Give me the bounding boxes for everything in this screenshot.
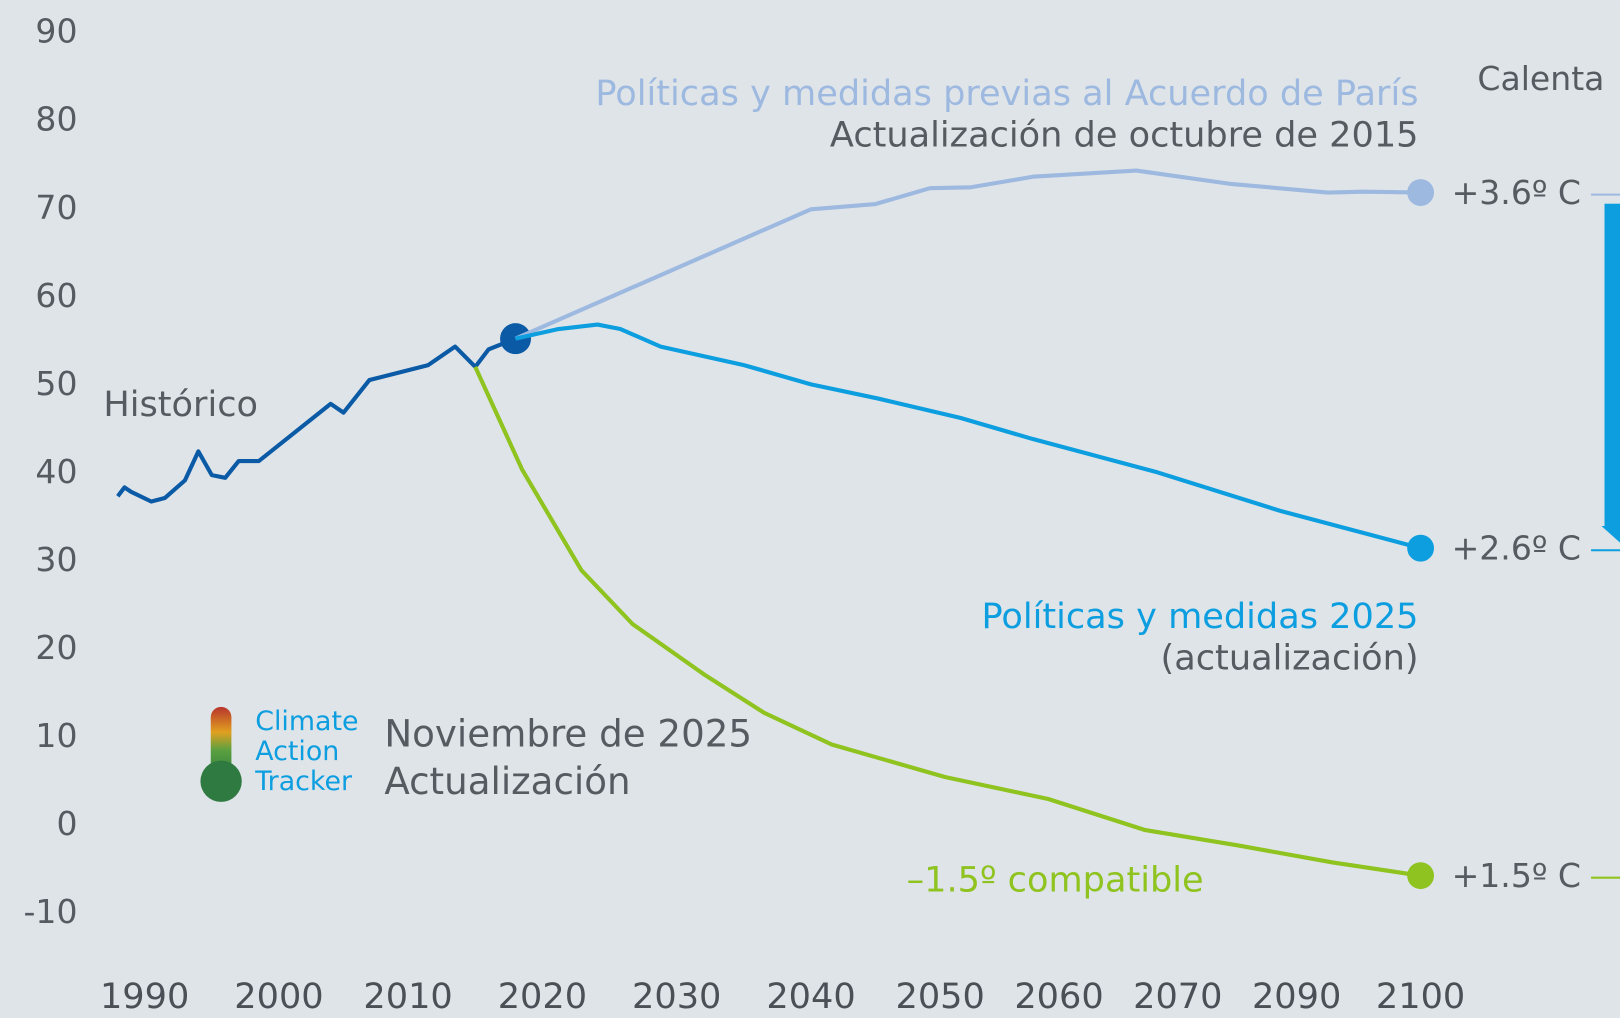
series-line [514,168,1421,341]
y-tick-label: 0 [56,804,77,843]
y-tick-label: 40 [35,452,77,491]
y-tick-label: 90 [35,12,77,51]
y-tick-label: 20 [35,628,77,667]
series-line [116,336,517,504]
series-name: Histórico [103,384,258,425]
end-dot [1407,534,1435,562]
right-bracket [1601,203,1620,543]
update-note: Noviembre de 2025 [384,711,752,755]
end-dot [1407,179,1435,206]
y-tick-label: 30 [35,540,77,579]
x-tick-label: 2060 [1014,976,1103,1017]
x-tick-label: 2010 [363,976,452,1017]
logo-text: Tracker [254,766,353,797]
series-name: Políticas y medidas 2025 [981,596,1418,637]
x-tick-label: 1990 [100,976,189,1017]
y-tick-label: 80 [35,100,77,139]
x-tick-label: 2040 [766,976,855,1017]
x-tick-label: 2050 [895,976,984,1017]
series-name: –1.5º compatible [907,859,1204,900]
series-line [473,365,1421,878]
chart-title: Calenta [1477,59,1604,98]
series-line [515,322,1422,551]
end-label: +1.5º C [1452,856,1581,895]
thermometer-icon [200,706,242,802]
series-name: Políticas y medidas previas al Acuerdo d… [595,73,1418,114]
x-tick-label: 2070 [1133,976,1222,1017]
update-note: Actualización [384,759,630,803]
x-tick-label: 2000 [234,976,323,1017]
series-subtitle: Actualización de octubre de 2015 [830,115,1419,156]
x-tick-label: 2020 [498,976,587,1017]
x-tick-label: 2100 [1376,976,1465,1017]
series-subtitle: (actualización) [1161,637,1419,678]
y-tick-label: 60 [35,276,77,315]
logo-text: Action [255,736,339,767]
end-label: +2.6º C [1452,529,1581,568]
x-tick-label: 2030 [632,976,721,1017]
y-tick-label: 50 [35,364,77,403]
y-tick-label: 70 [35,188,77,227]
end-label: +3.6º C [1452,173,1581,212]
x-tick-label: 2090 [1252,976,1341,1017]
y-tick-label: 10 [35,716,77,755]
end-dot [1407,862,1435,890]
start-dot [500,323,532,355]
y-tick-label: -10 [24,892,78,931]
logo-text: Climate [255,706,358,737]
